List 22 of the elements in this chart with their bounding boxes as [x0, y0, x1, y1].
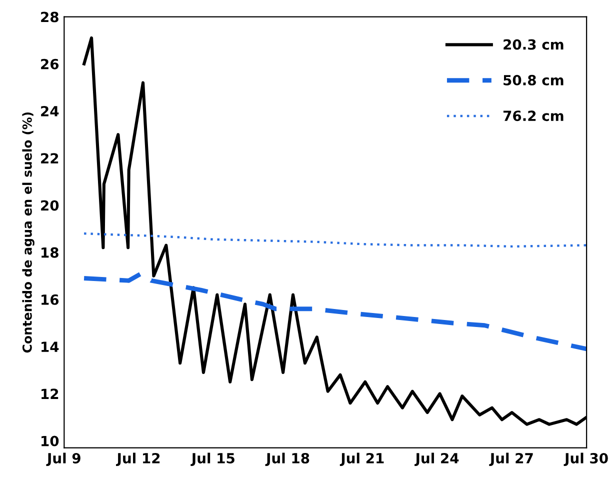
- x-tick-label: Jul 21: [340, 452, 384, 466]
- x-tick-label: Jul 30: [564, 452, 608, 466]
- legend-label: 20.3 cm: [504, 39, 564, 50]
- y-tick-label: 14: [42, 342, 59, 352]
- y-tick-label: 18: [42, 247, 58, 258]
- x-tick-label: Jul 27: [489, 452, 533, 466]
- x-tick-label: Jul 9: [46, 452, 80, 466]
- y-tick-label: 24: [41, 106, 59, 116]
- y-tick-label: 26: [41, 58, 59, 70]
- x-tick-label: Jul 24: [414, 452, 459, 466]
- x-tick-label: Jul 12: [116, 452, 160, 466]
- y-tick-label: 10: [42, 436, 59, 446]
- x-tick-label: Jul 15: [190, 452, 234, 466]
- y-tick-label: 20: [41, 200, 59, 211]
- y-tick-label: 12: [42, 388, 58, 399]
- x-tick-label: Jul 18: [265, 452, 310, 466]
- y-tick-label: 22: [41, 153, 58, 164]
- legend-label: 50.8 cm: [504, 74, 564, 86]
- y-axis-title: Contenido de agua en el suelo (%): [22, 112, 34, 353]
- y-tick-label: 16: [42, 294, 59, 305]
- y-tick-label: 28: [41, 12, 58, 22]
- legend-label: 76.2 cm: [503, 110, 564, 122]
